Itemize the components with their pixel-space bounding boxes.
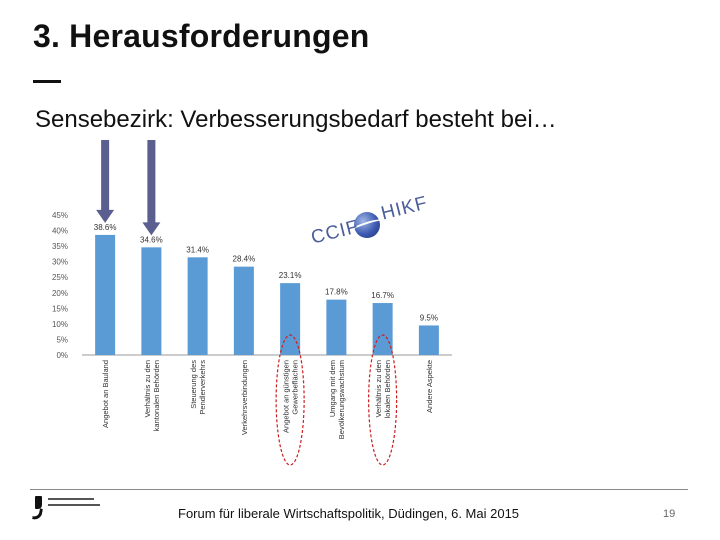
- bar: [372, 303, 393, 355]
- y-tick-label: 15%: [52, 304, 68, 313]
- bar: [95, 234, 116, 355]
- arrow-shaft: [147, 140, 156, 224]
- y-tick-label: 20%: [52, 289, 68, 298]
- data-label: 28.4%: [233, 255, 256, 264]
- canton-logo: [35, 496, 125, 526]
- y-tick-label: 30%: [52, 258, 68, 267]
- data-label: 23.1%: [279, 271, 302, 280]
- data-label: 17.8%: [325, 288, 348, 297]
- x-tick-label: Verkehrsverbindungen: [240, 360, 249, 435]
- footer-divider: [30, 489, 688, 490]
- data-label: 9.5%: [420, 313, 438, 322]
- x-tick-label: Verhältnis zu denkantonalen Behörden: [143, 360, 161, 431]
- logo-line: [48, 498, 94, 500]
- x-tick-label: Andere Aspekte: [425, 360, 434, 413]
- y-tick-label: 25%: [52, 273, 68, 282]
- y-tick-label: 45%: [52, 211, 68, 220]
- bar: [141, 247, 162, 355]
- x-tick-label: Steuerung desPendlerverkehrs: [189, 360, 207, 415]
- arrow-shaft: [101, 140, 110, 211]
- page-number: 19: [663, 508, 676, 520]
- bar: [418, 325, 439, 355]
- highlight-ellipse: [368, 334, 398, 466]
- bar: [280, 283, 301, 355]
- slide-subtitle: Sensebezirk: Verbesserungsbedarf besteht…: [35, 106, 557, 133]
- footer-text: Forum für liberale Wirtschaftspolitik, D…: [178, 506, 520, 521]
- y-tick-label: 35%: [52, 242, 68, 251]
- arrow-head: [96, 209, 115, 223]
- bar: [326, 299, 347, 355]
- data-label: 38.6%: [94, 223, 117, 232]
- data-label: 16.7%: [371, 291, 394, 300]
- y-tick-label: 5%: [56, 335, 68, 344]
- x-tick-label: Verhältnis zu denlokalen Behörden: [374, 360, 392, 418]
- bar-chart: 0% 5% 10% 15% 20% 25% 30% 35% 40% 45% 38.6% Angebot…: [52, 140, 452, 466]
- y-tick-label: 10%: [52, 320, 68, 329]
- globe-logo-icon: [354, 212, 380, 238]
- x-tick-label: Angebot an günstigenGewerbeflächen: [282, 360, 300, 433]
- highlight-ellipse: [275, 334, 305, 466]
- y-tick-label: 40%: [52, 227, 68, 236]
- comma-logo-icon: [35, 496, 42, 509]
- x-tick-label: Umgang mit demBevölkerungswachstum: [328, 360, 346, 439]
- data-label: 31.4%: [186, 245, 209, 254]
- bar: [187, 257, 208, 355]
- data-label: 34.6%: [140, 235, 163, 244]
- logo-line: [48, 504, 100, 506]
- x-tick-label: Angebot an Bauland: [101, 360, 110, 428]
- slide-title: 3. Herausforderungen: [33, 18, 370, 54]
- y-tick-label: 0%: [56, 351, 68, 360]
- arrow-head: [142, 222, 161, 236]
- title-underline: [33, 80, 61, 83]
- bar: [233, 266, 254, 355]
